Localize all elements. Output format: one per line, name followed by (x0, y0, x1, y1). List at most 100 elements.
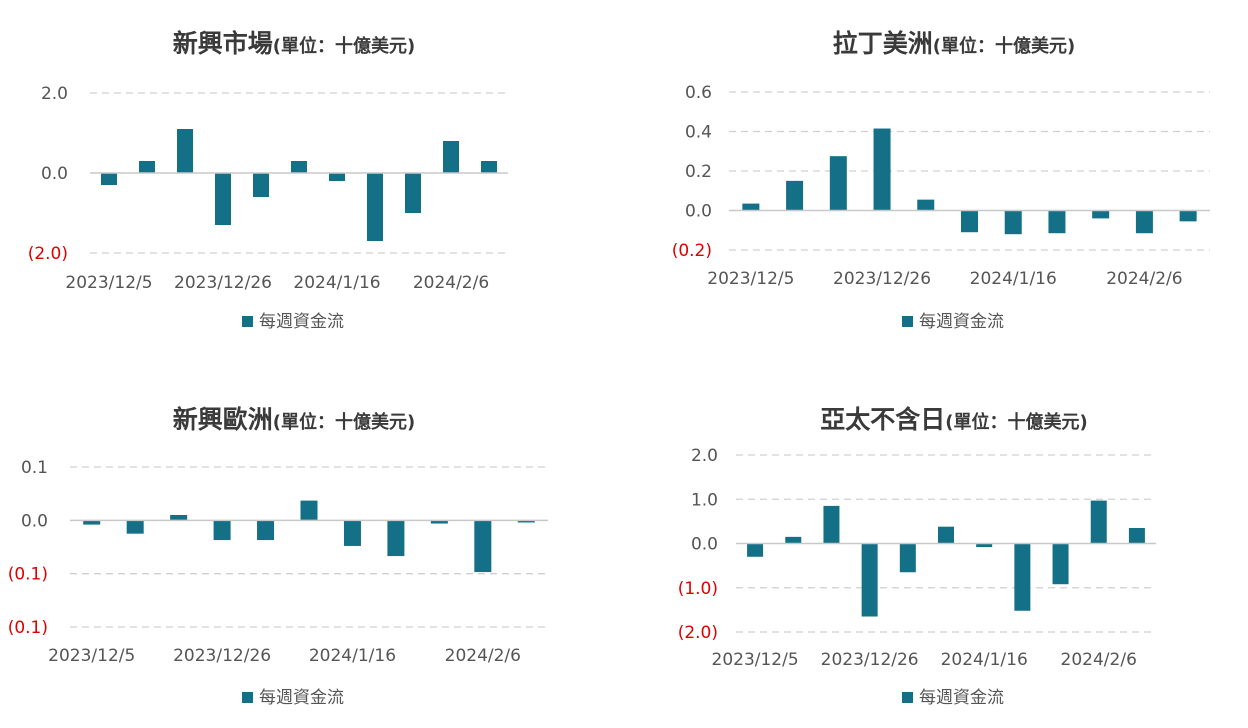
bar-4 (899, 543, 916, 573)
bar-9 (443, 141, 459, 173)
y-tick-label: 0.0 (21, 511, 48, 531)
chart-svg-asia-pacific-ex-japan: 亞太不含日(單位：十億美元) 2.0 1.0 0.0 (1.0) (2.0) 2023/12… (678, 405, 1156, 708)
bar-1 (139, 161, 155, 173)
bar-5 (300, 500, 318, 521)
bar-10 (1128, 528, 1145, 544)
legend-label: 每週資金流 (259, 688, 344, 708)
bar-0 (101, 173, 117, 185)
y-tick-label: 0.0 (685, 202, 712, 222)
bar-5 (291, 161, 307, 173)
y-tick-label: (1.0) (678, 579, 718, 599)
chart-title-unit: (單位：十億美元) (273, 35, 415, 57)
bar-6 (343, 520, 361, 546)
x-tick-label: 2023/12/5 (48, 646, 135, 666)
chart-emerging-europe: 新興歐洲(單位：十億美元) 0.1 0.0 (0.1) (0.1) 2023/12/5 20… (0, 364, 624, 728)
chart-emerging-markets: 新興市場(單位：十億美元) 2.0 0.0 (2.0) 2023/12/5 2023/12… (0, 0, 624, 364)
chart-svg-latin-america: 拉丁美洲(單位：十億美元) 0.6 0.4 0.2 0.0 (0.2) 2023/12/5 2… (672, 29, 1210, 332)
chart-title-unit: (單位：十億美元) (945, 411, 1087, 433)
bar-8 (430, 520, 448, 524)
y-tick-label: 0.4 (685, 123, 712, 143)
legend-label: 每週資金流 (919, 688, 1004, 708)
x-tick-label: 2023/12/26 (833, 269, 931, 289)
bar-3 (213, 520, 231, 541)
bar-4 (917, 199, 935, 211)
legend-swatch (242, 692, 253, 703)
bar-1 (785, 536, 802, 544)
y-tick-label: 0.0 (691, 535, 718, 555)
x-tick-label: 2023/12/5 (65, 273, 152, 293)
x-tick-label: 2024/1/16 (970, 269, 1057, 289)
bar-5 (961, 210, 978, 233)
x-tick-label: 2024/1/16 (309, 646, 396, 666)
bar-1 (786, 180, 804, 211)
bar-9 (1090, 500, 1107, 544)
bar-4 (257, 520, 275, 541)
bar-3 (873, 128, 891, 211)
bar-6 (976, 543, 993, 548)
bar-6 (1004, 210, 1022, 235)
x-tick-label: 2024/2/6 (1061, 650, 1137, 670)
x-tick-label: 2023/12/26 (174, 273, 272, 293)
bar-7 (1048, 210, 1066, 234)
legend: 每週資金流 (242, 312, 344, 332)
x-tick-label: 2024/1/16 (293, 273, 380, 293)
bar-1 (126, 520, 144, 534)
legend-label: 每週資金流 (259, 312, 344, 332)
chart-title-main: 新興市場 (173, 29, 273, 58)
y-tick-label: (2.0) (678, 623, 718, 643)
y-tick-label: 0.0 (41, 164, 68, 184)
bar-7 (1014, 543, 1031, 611)
bar-2 (829, 156, 847, 211)
bar-2 (170, 515, 188, 521)
bar-6 (329, 173, 345, 181)
y-tick-label: (2.0) (28, 244, 68, 264)
bar-2 (177, 129, 193, 173)
y-tick-label: 0.6 (685, 83, 712, 103)
legend-swatch (902, 692, 913, 703)
y-tick-label: (0.1) (8, 618, 48, 638)
y-tick-label: 2.0 (41, 84, 68, 104)
legend-swatch (242, 316, 253, 327)
legend: 每週資金流 (902, 312, 1004, 332)
x-tick-label: 2024/2/6 (413, 273, 489, 293)
chart-asia-pacific-ex-japan: 亞太不含日(單位：十億美元) 2.0 1.0 0.0 (1.0) (2.0) 2023/12… (624, 364, 1248, 728)
chart-title: 新興市場(單位：十億美元) (173, 29, 415, 58)
bar-8 (405, 173, 421, 213)
bar-0 (742, 203, 760, 211)
bar-2 (823, 505, 840, 544)
bar-9 (474, 520, 492, 573)
chart-title: 亞太不含日(單位：十億美元) (820, 405, 1087, 434)
chart-title-main: 拉丁美洲 (833, 29, 933, 58)
legend: 每週資金流 (902, 688, 1004, 708)
x-tick-label: 2023/12/5 (707, 269, 794, 289)
x-tick-label: 2024/1/16 (941, 650, 1028, 670)
bar-8 (1092, 210, 1110, 219)
chart-svg-emerging-europe: 新興歐洲(單位：十億美元)0.10.0(0.1)(0.1)2023/12/5 20… (8, 405, 548, 708)
legend: 每週資金流 (242, 688, 344, 708)
y-tick-label: (0.1) (8, 565, 48, 585)
y-tick-label: 0.2 (685, 162, 712, 182)
chart-title: 拉丁美洲(單位：十億美元) (833, 29, 1075, 58)
bar-3 (215, 173, 231, 225)
bar-8 (1052, 543, 1069, 585)
chart-title-main: 亞太不含日 (820, 405, 945, 434)
bar-3 (861, 543, 878, 617)
chart-title-unit: (單位：十億美元) (933, 35, 1075, 57)
x-tick-label: 2024/2/6 (445, 646, 521, 666)
x-tick-label: 2023/12/26 (173, 646, 271, 666)
y-tick-label: 1.0 (691, 490, 718, 510)
legend-swatch (902, 316, 913, 327)
y-tick-label: (0.2) (672, 241, 712, 261)
chart-svg-emerging-markets: 新興市場(單位：十億美元) 2.0 0.0 (2.0) 2023/12/5 2023/12… (28, 29, 508, 332)
bar-4 (253, 173, 269, 197)
chart-latin-america: 拉丁美洲(單位：十億美元) 0.6 0.4 0.2 0.0 (0.2) 2023/12/5 2… (624, 0, 1248, 364)
chart-title: 新興歐洲(單位：十億美元) (173, 405, 415, 434)
chart-title-unit: (單位：十億美元) (273, 411, 415, 433)
x-tick-label: 2023/12/26 (821, 650, 919, 670)
x-tick-label: 2023/12/5 (712, 650, 799, 670)
legend-label: 每週資金流 (919, 312, 1004, 332)
x-tick-label: 2024/2/6 (1106, 269, 1182, 289)
bar-5 (938, 526, 954, 544)
bar-10 (481, 161, 497, 173)
bar-9 (1135, 210, 1153, 234)
